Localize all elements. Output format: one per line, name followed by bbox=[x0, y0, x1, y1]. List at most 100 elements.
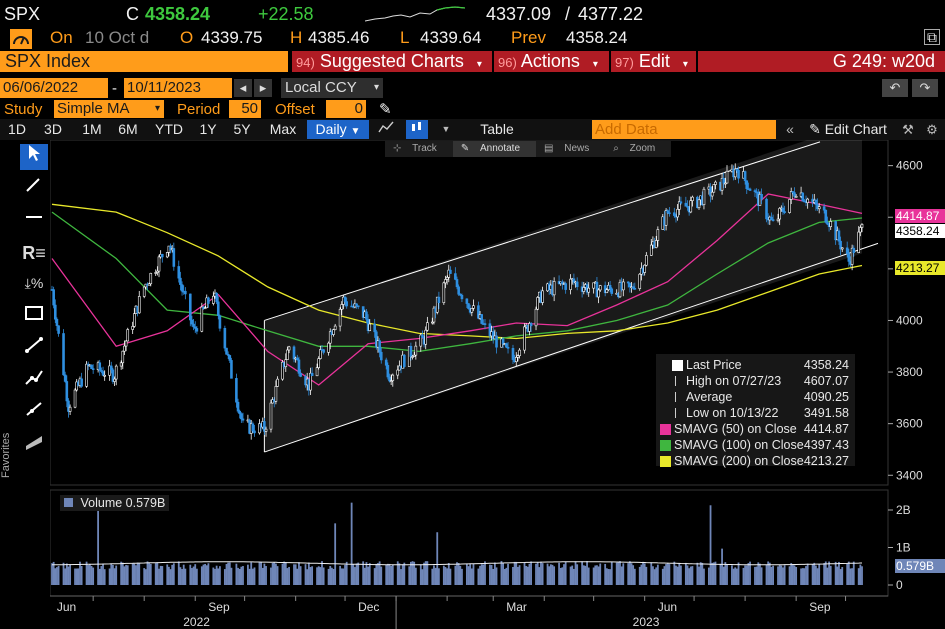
volume-bar bbox=[638, 566, 641, 585]
period-1d[interactable]: 1D bbox=[8, 121, 26, 137]
candle-body bbox=[720, 178, 724, 191]
candle-icon[interactable] bbox=[406, 120, 428, 139]
pointer-icon[interactable] bbox=[20, 144, 48, 170]
candle-body bbox=[111, 369, 115, 382]
period-ytd[interactable]: YTD bbox=[155, 121, 183, 137]
function-code: G 249: w20d bbox=[698, 51, 945, 72]
offset-input[interactable]: 0 bbox=[326, 100, 366, 118]
frequency-select[interactable]: Daily ▼ bbox=[307, 120, 369, 139]
study-select[interactable]: Simple MA ▾ bbox=[54, 100, 164, 118]
add-data-input[interactable]: Add Data bbox=[592, 120, 776, 139]
percent-icon[interactable]: ⤓% bbox=[24, 275, 44, 291]
candle-body bbox=[253, 430, 256, 434]
candle-body bbox=[472, 305, 475, 309]
end-date-field[interactable]: 10/11/2023 bbox=[124, 78, 232, 98]
volume-bar bbox=[225, 563, 228, 585]
volume-bar bbox=[240, 566, 243, 585]
period-3d[interactable]: 3D bbox=[44, 121, 62, 137]
chevron-down-icon[interactable]: ▼ bbox=[441, 124, 451, 134]
volume-bar bbox=[182, 564, 185, 585]
multi-line-icon[interactable] bbox=[20, 368, 48, 394]
pencil-icon[interactable]: ✎ bbox=[379, 101, 392, 118]
candle-body bbox=[552, 281, 556, 296]
candle-body bbox=[355, 303, 358, 307]
actions-menu[interactable]: 96) Actions ▾ bbox=[494, 51, 609, 72]
period-6m[interactable]: 6M bbox=[118, 121, 138, 137]
wrench-icon[interactable]: ⚒ bbox=[902, 122, 914, 137]
regression-icon[interactable]: R≡ bbox=[22, 243, 46, 263]
suggested-charts-menu[interactable]: 94) Suggested Charts ▾ bbox=[292, 51, 492, 72]
chart-canvas[interactable]: 340036003800400042004400460001B2BJunSepD… bbox=[50, 140, 945, 629]
candle-body bbox=[587, 287, 591, 293]
chevron-left-icon[interactable]: ◂ bbox=[234, 79, 252, 97]
volume-bar bbox=[561, 567, 564, 585]
collapse-icon[interactable]: « bbox=[786, 121, 794, 137]
favorites-tab[interactable]: Favorites bbox=[0, 432, 12, 478]
annotate-tool[interactable]: ✎ Annotate bbox=[452, 141, 537, 157]
line-chart-icon[interactable] bbox=[374, 120, 398, 139]
period-input[interactable]: 50 bbox=[229, 100, 261, 118]
redo-icon[interactable]: ↷ bbox=[912, 79, 938, 97]
ray-line-icon[interactable] bbox=[20, 400, 48, 426]
track-tool[interactable]: ⊹ Track bbox=[385, 141, 453, 157]
draw-pen-icon[interactable] bbox=[20, 176, 48, 202]
start-date-field[interactable]: 06/06/2022 bbox=[0, 78, 108, 98]
candle-body bbox=[771, 219, 775, 222]
edit-menu[interactable]: 97) Edit ▾ bbox=[611, 51, 696, 72]
undo-icon[interactable]: ↶ bbox=[882, 79, 908, 97]
period-1y[interactable]: 1Y bbox=[199, 121, 217, 137]
candle-body bbox=[788, 199, 791, 213]
volume-bar bbox=[156, 562, 159, 585]
candle-body bbox=[378, 340, 381, 353]
horizontal-line-icon[interactable] bbox=[20, 208, 48, 234]
volume-bar bbox=[431, 568, 434, 585]
gauge-icon[interactable] bbox=[10, 29, 32, 54]
volume-bar bbox=[344, 564, 346, 585]
volume-bar bbox=[472, 563, 475, 585]
period-5y[interactable]: 5Y bbox=[233, 121, 251, 137]
security-field[interactable]: SPX Index bbox=[0, 51, 288, 72]
volume-bar bbox=[643, 563, 646, 585]
candle-body bbox=[455, 279, 459, 288]
candle-body bbox=[748, 188, 752, 191]
settings-icon[interactable]: ⚙ bbox=[926, 122, 938, 137]
volume-bar bbox=[195, 568, 198, 585]
candle-body bbox=[582, 287, 586, 292]
pencil-icon: ✎ bbox=[809, 121, 821, 137]
candle-body bbox=[62, 333, 65, 376]
candle-body bbox=[561, 281, 564, 285]
channel-lower-line bbox=[264, 242, 879, 453]
channel-icon[interactable] bbox=[20, 432, 48, 458]
candle-body bbox=[52, 289, 55, 306]
volume-bar bbox=[782, 567, 784, 585]
candle-body bbox=[676, 209, 679, 218]
candle-body bbox=[458, 293, 462, 296]
window-icon[interactable]: ⧉ bbox=[924, 29, 940, 45]
volume-bar bbox=[749, 561, 751, 585]
rectangle-icon[interactable] bbox=[20, 304, 48, 330]
price-tick-label: 3400 bbox=[896, 468, 923, 482]
candle-body bbox=[645, 255, 648, 266]
volume-bar bbox=[136, 562, 139, 585]
period-max[interactable]: Max bbox=[269, 121, 297, 137]
candle-body bbox=[605, 289, 609, 294]
volume-bar bbox=[656, 564, 659, 585]
trend-line-icon[interactable] bbox=[20, 336, 48, 362]
candle-body bbox=[147, 283, 151, 286]
volume-label: Volume 0.579B bbox=[60, 495, 170, 511]
volume-bar bbox=[540, 561, 542, 585]
table-button[interactable]: Table bbox=[480, 121, 514, 137]
legend-sma50: SMAVG (50) on Close 4414.87 bbox=[656, 421, 855, 437]
chevron-right-icon[interactable]: ▸ bbox=[254, 79, 272, 97]
zoom-tool[interactable]: ⌕ Zoom bbox=[605, 141, 671, 157]
volume-bar bbox=[410, 561, 412, 585]
currency-select[interactable]: Local CCY ▾ bbox=[281, 78, 383, 98]
volume-bar bbox=[87, 565, 90, 585]
candle-body bbox=[444, 279, 447, 284]
news-tool[interactable]: ▤ News bbox=[536, 141, 605, 157]
candle-body bbox=[317, 358, 321, 368]
period-1m[interactable]: 1M bbox=[82, 121, 102, 137]
edit-chart-button[interactable]: ✎ Edit Chart bbox=[804, 120, 892, 139]
volume-bar bbox=[411, 561, 414, 585]
volume-bar bbox=[138, 563, 141, 585]
